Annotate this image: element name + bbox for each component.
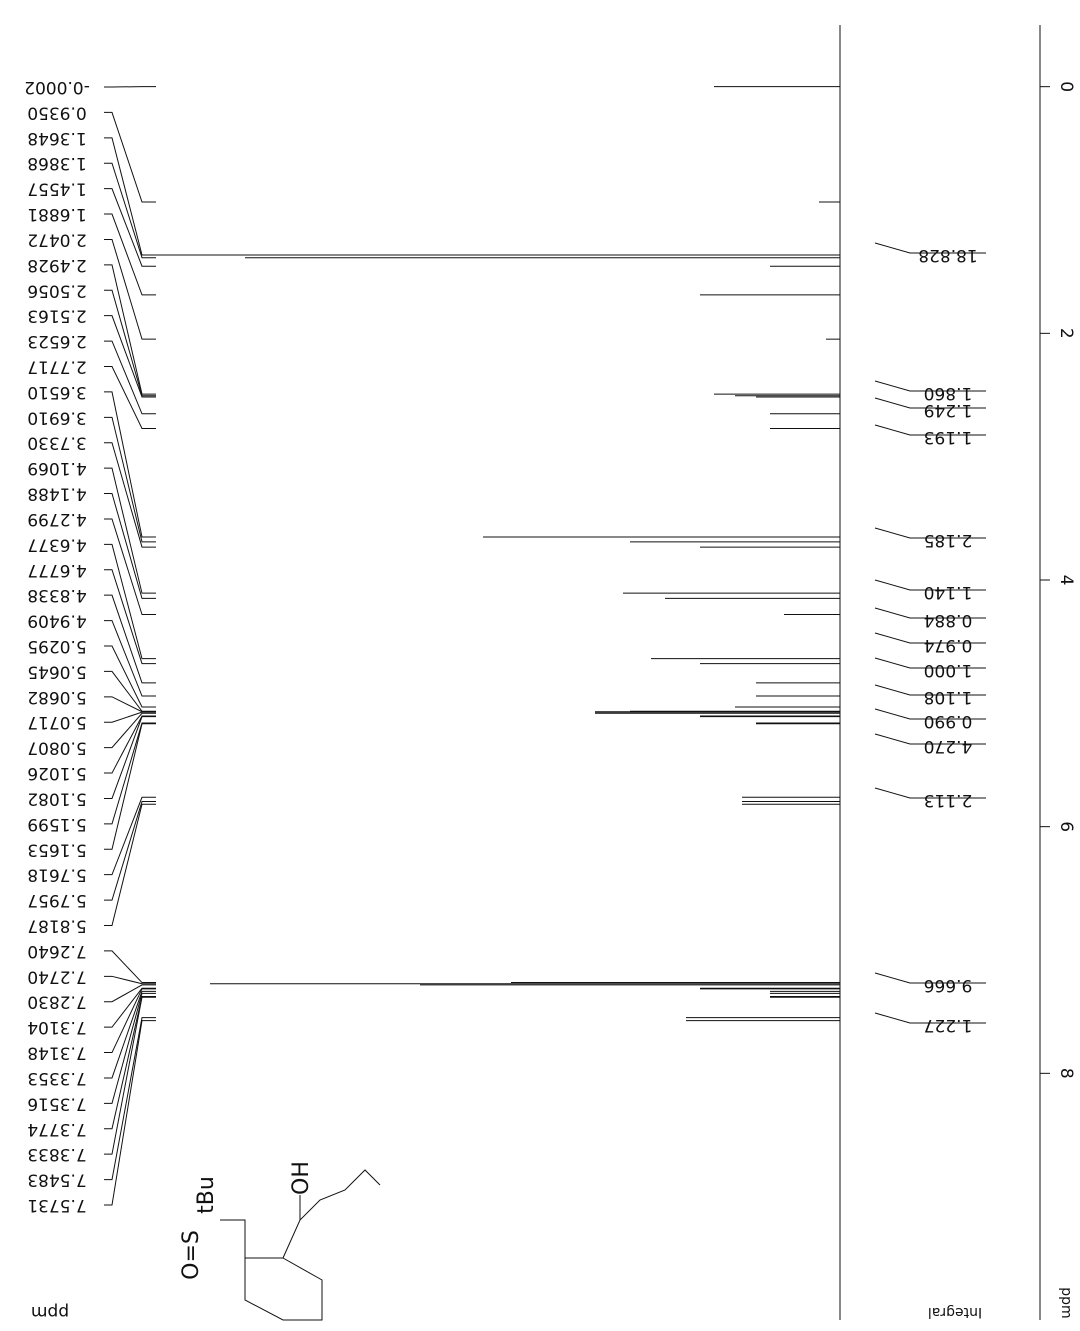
peak-label: 7.3516	[27, 1093, 86, 1113]
integral-label: 1.193	[924, 427, 973, 447]
peak-label: 5.8187	[27, 916, 86, 936]
integral-label: Integral	[928, 1304, 982, 1320]
peak-label: 7.5483	[27, 1170, 86, 1190]
molecule-label: O=S	[179, 1230, 204, 1280]
peak-label: 0.9350	[27, 102, 86, 122]
peak-label: 5.0682	[27, 687, 86, 707]
peak-leader	[104, 804, 156, 925]
peak-label: 4.1488	[27, 484, 86, 504]
peak-label: 2.5163	[27, 306, 86, 326]
peak-label: 7.3833	[27, 1144, 86, 1164]
x-tick-label: 2	[1056, 328, 1076, 339]
peak-label: 7.2740	[27, 966, 86, 986]
peak-leader	[104, 214, 156, 295]
peak-label: 2.5056	[27, 280, 86, 300]
integral-label: 1.249	[924, 400, 973, 420]
peak-leader	[104, 724, 156, 850]
peak-label: 5.0295	[27, 636, 86, 656]
peak-label: 7.2640	[27, 941, 86, 961]
peak-label: 4.9409	[27, 611, 86, 631]
peak-label: 3.6510	[27, 382, 86, 402]
peak-label: 2.6523	[27, 331, 86, 351]
peak-leader	[104, 697, 156, 712]
integral-label: 2.113	[924, 790, 973, 810]
x-tick-label: 4	[1056, 575, 1076, 586]
x-tick-label: 0	[1056, 81, 1076, 92]
peak-label: 1.3648	[27, 128, 86, 148]
peak-label: -0.0002	[24, 77, 90, 97]
peak-leader	[104, 519, 156, 615]
integral-label: 1.140	[924, 582, 973, 602]
peak-leader	[104, 265, 156, 394]
peak-label: 2.7717	[27, 357, 86, 377]
peak-label: 1.3868	[27, 153, 86, 173]
peak-label: 2.4928	[27, 255, 86, 275]
integral-label: 9.666	[924, 975, 973, 995]
peak-label: 5.0645	[27, 661, 86, 681]
peak-unit-label: ppm	[31, 1302, 69, 1322]
peak-label: 5.1026	[27, 763, 86, 783]
peak-label: 4.6777	[27, 560, 86, 580]
peak-leader	[104, 797, 156, 874]
peak-label: 1.6881	[27, 204, 86, 224]
molecule: O=S tBu OH	[179, 1161, 380, 1320]
peak-label: 2.0472	[27, 229, 86, 249]
peak-leader	[104, 544, 156, 658]
molecule-label: OH	[289, 1161, 314, 1195]
bond	[220, 1220, 245, 1258]
peak-label: 4.6377	[27, 534, 86, 554]
peak-leader	[104, 570, 156, 664]
peak-leader	[104, 988, 156, 1027]
peak-leader	[104, 239, 156, 339]
peak-label: 7.2830	[27, 992, 86, 1012]
integral-label: 1.860	[924, 383, 973, 403]
peak-leader	[104, 494, 156, 599]
peak-label: 5.1599	[27, 814, 86, 834]
peak-label: 4.2799	[27, 509, 86, 529]
peak-leader	[104, 717, 156, 799]
molecule-label: tBu	[194, 1176, 219, 1214]
integral-label: 0.884	[924, 610, 973, 630]
peak-leader	[104, 1018, 156, 1180]
integral-label: 1.227	[924, 1015, 973, 1035]
peak-leader	[104, 646, 156, 707]
peak-label: 5.0717	[27, 712, 86, 732]
peak-label: 7.3148	[27, 1043, 86, 1063]
peak-label: 7.3353	[27, 1068, 86, 1088]
peak-leader	[104, 443, 156, 547]
x-tick-label: 8	[1056, 1068, 1076, 1079]
peak-leader	[104, 595, 156, 683]
integral-label: 0.974	[924, 635, 973, 655]
peak-label: 5.0807	[27, 738, 86, 758]
peak-label: 7.3774	[27, 1119, 86, 1139]
integral-label: 2.185	[924, 530, 973, 550]
x-tick-label: 6	[1056, 821, 1076, 832]
peak-leader	[104, 163, 156, 257]
peak-label: 3.7330	[27, 433, 86, 453]
peak-label: 7.5731	[27, 1195, 86, 1215]
peak-label: 5.1653	[27, 839, 86, 859]
peak-label: 5.7957	[27, 890, 86, 910]
peak-leader	[104, 951, 156, 983]
peak-label: 5.1082	[27, 788, 86, 808]
integral-label: 0.990	[924, 711, 973, 731]
benzene-ring	[245, 1258, 322, 1320]
integral-label: 1.000	[924, 660, 973, 680]
peak-label: 4.8338	[27, 585, 86, 605]
integral-label: 4.270	[924, 736, 973, 756]
integral-label: 1.108	[924, 687, 973, 707]
peak-leader	[104, 468, 156, 593]
peak-label: 5.7618	[27, 865, 86, 885]
peak-leader	[104, 713, 156, 747]
peak-label: 7.3104	[27, 1017, 86, 1037]
peak-leader	[104, 138, 156, 255]
integral-label: 18.828	[918, 245, 977, 265]
peak-label: 1.4557	[27, 179, 86, 199]
peak-label: 3.6910	[27, 407, 86, 427]
x-axis-label: ppm	[1058, 1287, 1074, 1318]
peak-label: 4.1069	[27, 458, 86, 478]
